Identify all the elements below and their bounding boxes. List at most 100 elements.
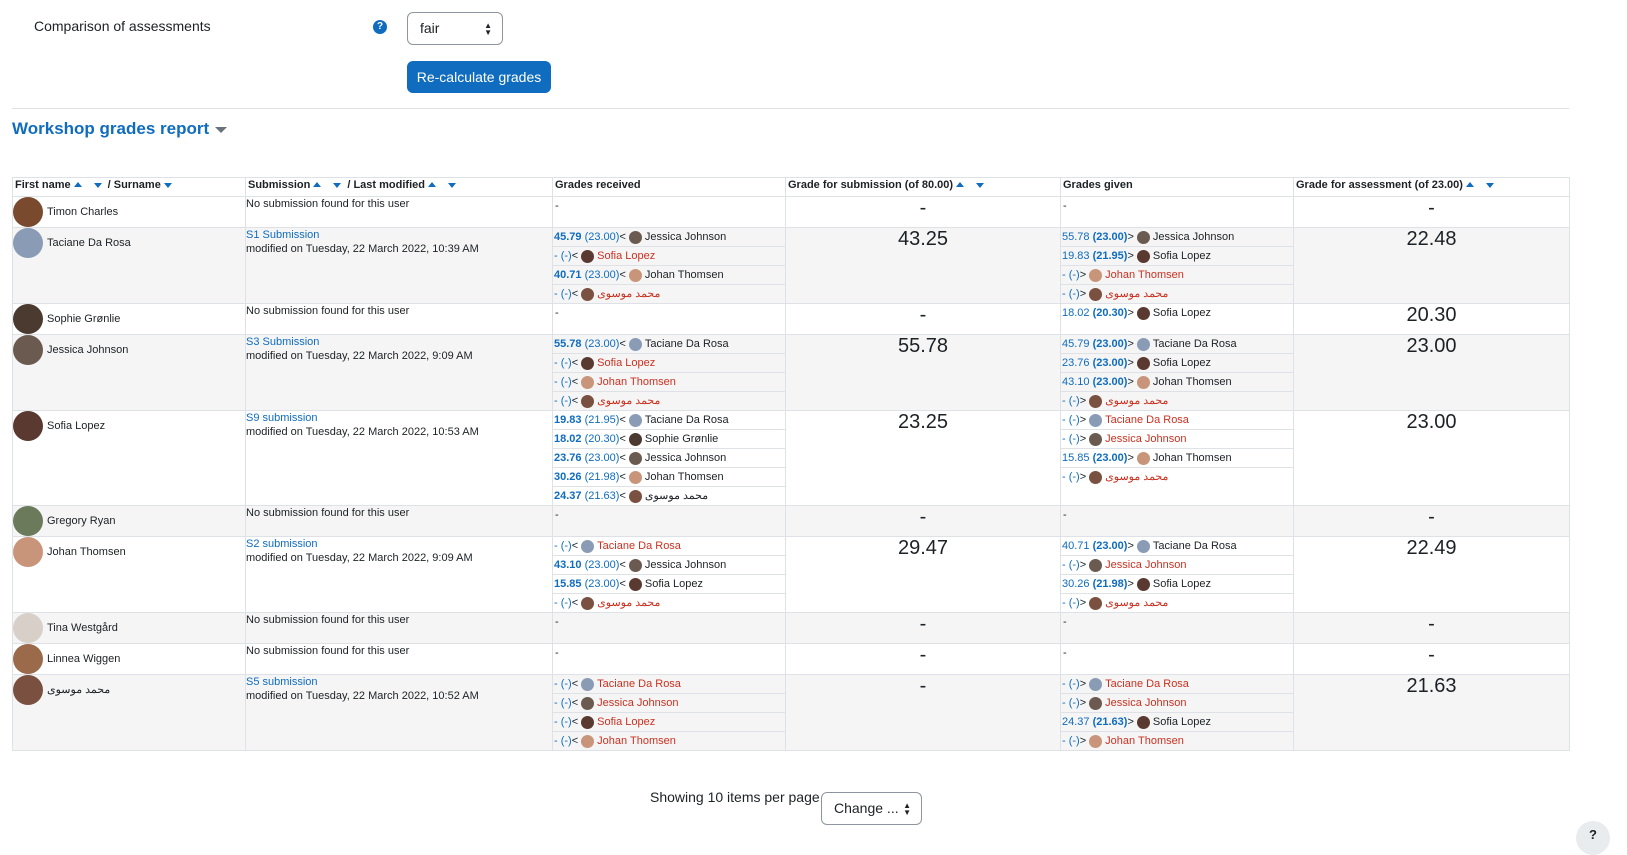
grade-link[interactable]: 55.78 <box>554 338 582 350</box>
grade-link[interactable]: 45.79 <box>554 231 582 243</box>
grade-original[interactable]: (23.00) <box>584 269 620 281</box>
sort-grade-assessment-link[interactable]: Grade for assessment (of 23.00) <box>1296 179 1463 191</box>
sort-asc-icon[interactable] <box>73 181 82 187</box>
grade-link[interactable]: 23.76 <box>554 452 582 464</box>
grade-link[interactable]: - (-) <box>554 678 572 690</box>
grade-original[interactable]: (21.95) <box>1092 250 1128 262</box>
grade-link[interactable]: - (-) <box>554 376 572 388</box>
sort-asc-icon[interactable] <box>1465 181 1474 187</box>
grade-link[interactable]: 40.71 <box>1062 540 1090 552</box>
grade-original[interactable]: (21.63) <box>1092 716 1128 728</box>
user-name[interactable]: Jessica Johnson <box>47 343 129 356</box>
grade-link[interactable]: - (-) <box>1062 597 1080 609</box>
grade-link[interactable]: 19.83 <box>1062 250 1090 262</box>
grade-link[interactable]: - (-) <box>554 540 572 552</box>
grade-link[interactable]: 30.26 <box>1062 578 1090 590</box>
user-name[interactable]: Taciane Da Rosa <box>47 236 131 249</box>
grade-link[interactable]: - (-) <box>1062 269 1080 281</box>
grade-link[interactable]: - (-) <box>1062 559 1080 571</box>
user-name[interactable]: Sophie Grønlie <box>47 312 121 325</box>
grade-link[interactable]: 55.78 <box>1062 231 1090 243</box>
grade-original[interactable]: (23.00) <box>1092 540 1128 552</box>
grade-link[interactable]: 15.85 <box>554 578 582 590</box>
grade-original[interactable]: (20.30) <box>584 433 620 445</box>
user-name[interactable]: Linnea Wiggen <box>47 652 121 665</box>
grade-link[interactable]: 45.79 <box>1062 338 1090 350</box>
grade-link[interactable]: 24.37 <box>554 490 582 502</box>
grade-link[interactable]: - (-) <box>1062 288 1080 300</box>
user-name[interactable]: Gregory Ryan <box>47 514 116 527</box>
submission-link[interactable]: S5 submission <box>246 676 318 688</box>
sort-desc-icon[interactable] <box>333 182 342 188</box>
per-page-select[interactable]: Change ... ▲ ▼ <box>821 792 922 825</box>
sort-desc-icon[interactable] <box>447 182 456 188</box>
grade-link[interactable]: 18.02 <box>1062 307 1090 319</box>
user-name[interactable]: محمد موسوی <box>47 683 111 696</box>
sort-desc-icon[interactable] <box>1485 182 1494 188</box>
grade-original[interactable]: (23.00) <box>584 452 620 464</box>
grade-original[interactable]: (20.30) <box>1092 307 1128 319</box>
help-icon[interactable]: ? <box>373 20 387 34</box>
sort-desc-icon[interactable] <box>976 182 985 188</box>
grade-original[interactable]: (23.00) <box>584 231 620 243</box>
grade-link[interactable]: - (-) <box>1062 433 1080 445</box>
grade-link[interactable]: 40.71 <box>554 269 582 281</box>
grade-original[interactable]: (23.00) <box>584 559 620 571</box>
sort-asc-icon[interactable] <box>956 181 965 187</box>
grade-link[interactable]: 43.10 <box>1062 376 1090 388</box>
report-title[interactable]: Workshop grades report <box>12 119 228 139</box>
grade-link[interactable]: - (-) <box>1062 735 1080 747</box>
grade-link[interactable]: 23.76 <box>1062 357 1090 369</box>
grade-original[interactable]: (23.00) <box>584 338 620 350</box>
grade-link[interactable]: - (-) <box>1062 471 1080 483</box>
grade-link[interactable]: - (-) <box>1062 395 1080 407</box>
sort-submission-link[interactable]: Submission <box>248 179 311 191</box>
recalculate-grades-button[interactable]: Re-calculate grades <box>407 61 551 93</box>
grade-link[interactable]: 24.37 <box>1062 716 1090 728</box>
grade-original[interactable]: (23.00) <box>584 578 620 590</box>
grade-link[interactable]: 19.83 <box>554 414 582 426</box>
grade-original[interactable]: (21.98) <box>1092 578 1128 590</box>
grade-link[interactable]: - (-) <box>554 357 572 369</box>
sort-last-modified-link[interactable]: / Last modified <box>347 179 425 191</box>
grade-link[interactable]: 43.10 <box>554 559 582 571</box>
grade-original[interactable]: (23.00) <box>1092 357 1128 369</box>
submission-link[interactable]: S2 submission <box>246 538 318 550</box>
grade-original[interactable]: (23.00) <box>1092 231 1128 243</box>
submission-link[interactable]: S9 submission <box>246 412 318 424</box>
grade-link[interactable]: - (-) <box>554 395 572 407</box>
user-name[interactable]: Johan Thomsen <box>47 545 126 558</box>
sort-asc-icon[interactable] <box>313 181 322 187</box>
help-fab-button[interactable]: ? <box>1576 821 1610 855</box>
grade-original[interactable]: (23.00) <box>1092 338 1128 350</box>
sort-surname-link[interactable]: / Surname <box>107 179 161 191</box>
collapse-caret-icon[interactable] <box>215 126 228 133</box>
grade-original[interactable]: (23.00) <box>1092 452 1128 464</box>
grade-link[interactable]: - (-) <box>1062 697 1080 709</box>
user-name[interactable]: Sofia Lopez <box>47 419 106 432</box>
grade-link[interactable]: 18.02 <box>554 433 582 445</box>
grade-link[interactable]: 30.26 <box>554 471 582 483</box>
sort-asc-icon[interactable] <box>427 181 436 187</box>
grade-link[interactable]: - (-) <box>554 597 572 609</box>
grade-original[interactable]: (21.95) <box>584 414 620 426</box>
submission-link[interactable]: S1 Submission <box>246 229 320 241</box>
grade-link[interactable]: - (-) <box>554 288 572 300</box>
sort-grade-submission-link[interactable]: Grade for submission (of 80.00) <box>788 179 954 191</box>
grade-link[interactable]: - (-) <box>1062 678 1080 690</box>
sort-desc-icon[interactable] <box>163 182 172 188</box>
comparison-select[interactable]: fair ▲ ▼ <box>407 12 503 45</box>
grade-link[interactable]: 15.85 <box>1062 452 1090 464</box>
grade-original[interactable]: (21.98) <box>584 471 620 483</box>
grade-link[interactable]: - (-) <box>554 735 572 747</box>
grade-link[interactable]: - (-) <box>554 716 572 728</box>
submission-link[interactable]: S3 Submission <box>246 336 320 348</box>
sort-desc-icon[interactable] <box>93 182 102 188</box>
sort-first-name-link[interactable]: First name <box>15 179 71 191</box>
grade-link[interactable]: - (-) <box>554 697 572 709</box>
user-name[interactable]: Tina Westgård <box>47 621 118 634</box>
grade-original[interactable]: (23.00) <box>1092 376 1128 388</box>
user-name[interactable]: Timon Charles <box>47 205 119 218</box>
grade-link[interactable]: - (-) <box>1062 414 1080 426</box>
grade-link[interactable]: - (-) <box>554 250 572 262</box>
